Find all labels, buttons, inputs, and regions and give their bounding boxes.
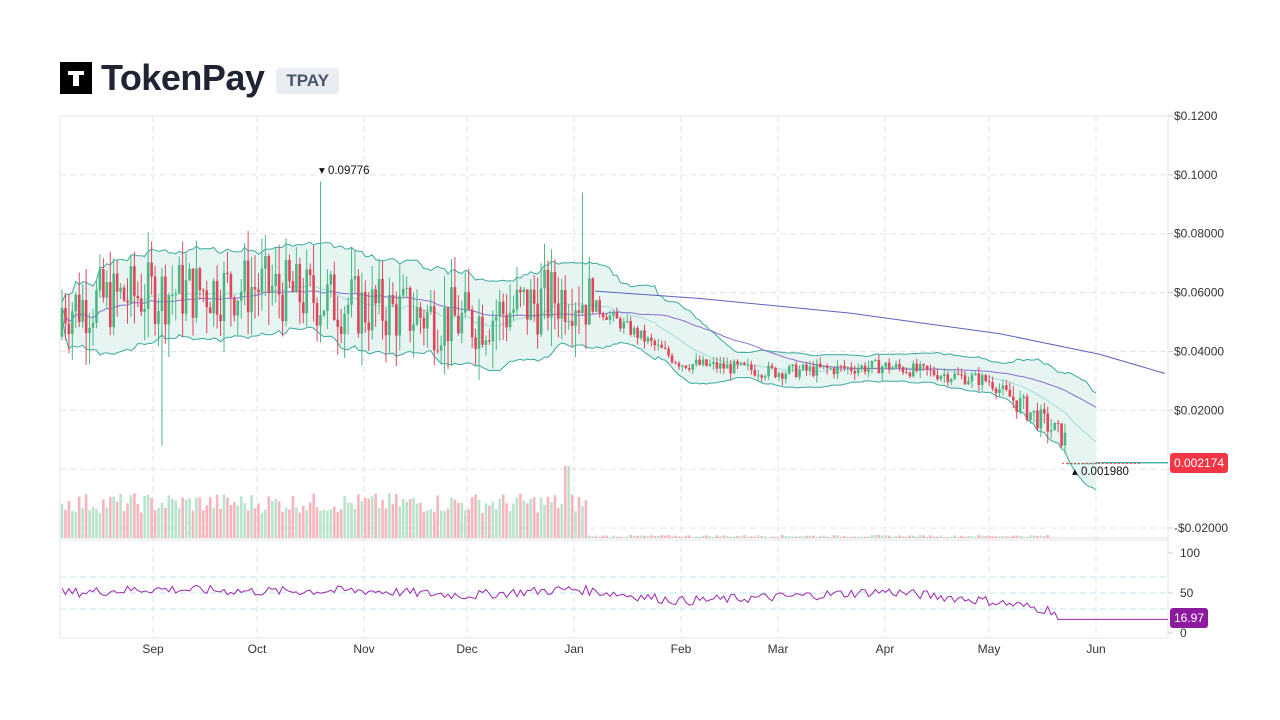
high-annotation: ▾ 0.09776 <box>319 165 370 177</box>
y-tick-label: -$0.02000 <box>1174 521 1228 535</box>
x-tick-label: Apr <box>876 642 895 656</box>
y-tick-label: $0.02000 <box>1174 403 1224 417</box>
y-tick-label: $0.08000 <box>1174 227 1224 241</box>
y-tick-label: $0.1200 <box>1174 109 1218 123</box>
x-tick-label: Dec <box>456 642 477 656</box>
x-tick-label: Mar <box>768 642 789 656</box>
header: TokenPay TPAY <box>60 57 339 98</box>
page-title: TokenPay <box>101 57 265 98</box>
x-tick-label: Jun <box>1086 642 1105 656</box>
x-tick-label: Feb <box>671 642 692 656</box>
x-tick-label: May <box>978 642 1001 656</box>
rsi-tick-label: 50 <box>1180 586 1194 600</box>
y-tick-label: $0.06000 <box>1174 286 1224 300</box>
rsi-value-badge: 16.97 <box>1170 608 1209 629</box>
y-tick-label: $0.04000 <box>1174 344 1224 358</box>
rsi-tick-label: 100 <box>1180 546 1200 560</box>
tokenpay-logo-icon <box>60 62 92 94</box>
x-tick-label: Oct <box>248 642 267 656</box>
moving-average-long <box>594 290 1166 374</box>
ticker-badge: TPAY <box>276 68 339 94</box>
y-tick-label: $0.1000 <box>1174 168 1218 182</box>
last-price-badge: 0.002174 <box>1170 452 1229 473</box>
x-tick-label: Sep <box>142 642 164 656</box>
low-annotation: ▴ 0.001980 <box>1072 466 1129 478</box>
rsi-tick-label: 0 <box>1180 626 1187 640</box>
x-tick-label: Jan <box>564 642 583 656</box>
rsi-line <box>61 584 1169 620</box>
x-tick-label: Nov <box>353 642 374 656</box>
